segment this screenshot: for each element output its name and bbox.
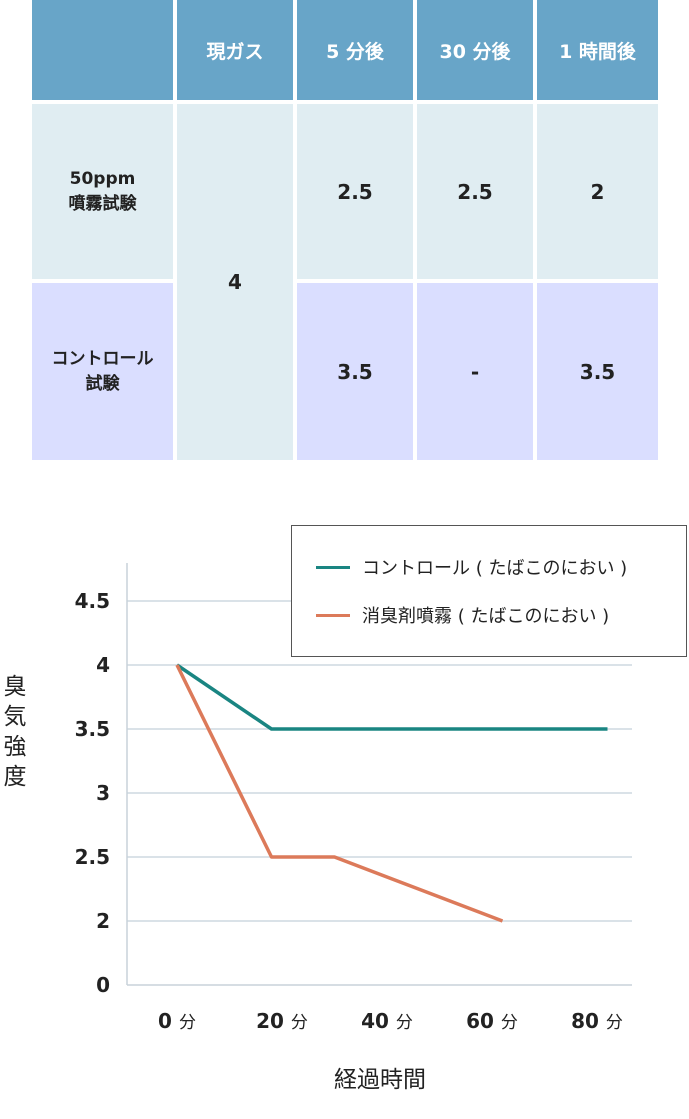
table-cell: 3.5 [297, 283, 413, 460]
series-line-0 [176, 663, 608, 731]
x-tick-label: 60 分 [466, 1009, 518, 1033]
x-axis-label: 経過時間 [334, 1067, 426, 1093]
row-label-control-test: コントロール 試験 [32, 283, 173, 460]
y-tick-label: 2.5 [75, 845, 110, 869]
legend-swatch-deodorant [316, 613, 350, 617]
table-cell: 2.5 [417, 104, 533, 279]
row-label-spray-test: 50ppm 噴霧試験 [32, 104, 173, 279]
header-30min: 30 分後 [417, 0, 533, 100]
header-5min: 5 分後 [297, 0, 413, 100]
x-tick-label: 20 分 [256, 1009, 308, 1033]
y-tick-label: 3.5 [75, 717, 110, 741]
header-empty-cell [32, 0, 173, 100]
legend-item-control: コントロール ( たばこのにおい ) [316, 552, 627, 582]
y-axis-label-text: 臭気強度 [3, 674, 27, 790]
table-cell: 2 [537, 104, 658, 279]
legend-label-control: コントロール ( たばこのにおい ) [362, 558, 628, 579]
legend-label-deodorant: 消臭剤噴霧 ( たばこのにおい ) [362, 606, 610, 627]
table-cell: - [417, 283, 533, 460]
initial-gas-value: 4 [177, 104, 293, 460]
y-tick-label: 4.5 [75, 589, 110, 613]
header-1hour: 1 時間後 [537, 0, 658, 100]
table-cell: 3.5 [537, 283, 658, 460]
x-tick-label: 0 分 [158, 1009, 196, 1033]
series-line-1 [175, 664, 504, 923]
chart-legend: コントロール ( たばこのにおい ) 消臭剤噴霧 ( たばこのにおい ) [291, 525, 687, 657]
y-tick-label: 2 [96, 909, 110, 933]
results-table: 現ガス 5 分後 30 分後 1 時間後 50ppm 噴霧試験 2.5 2.5 … [32, 0, 658, 460]
y-tick-label: 4 [96, 653, 110, 677]
x-tick-label: 80 分 [571, 1009, 623, 1033]
table-cell: 2.5 [297, 104, 413, 279]
y-tick-label: 0 [96, 973, 110, 997]
y-tick-label: 3 [96, 781, 110, 805]
header-initial-gas: 現ガス [177, 0, 293, 100]
x-tick-label: 40 分 [361, 1009, 413, 1033]
y-axis-label: 臭気強度 [0, 672, 30, 792]
legend-item-deodorant: 消臭剤噴霧 ( たばこのにおい ) [316, 600, 609, 630]
legend-swatch-control [316, 565, 350, 569]
